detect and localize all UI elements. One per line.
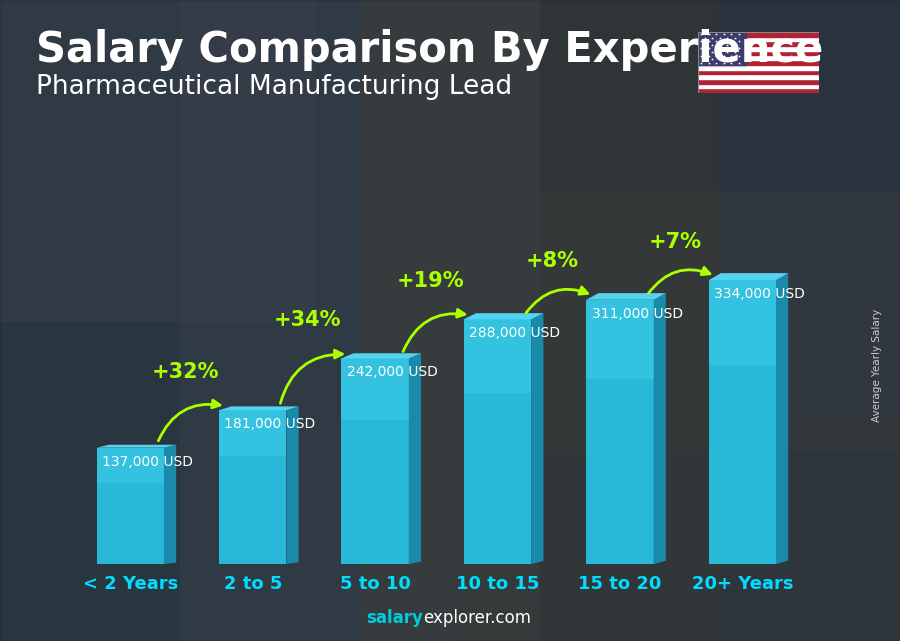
Text: 137,000 USD: 137,000 USD [102, 454, 193, 469]
Bar [698, 37, 819, 42]
Bar [698, 79, 819, 83]
Text: 334,000 USD: 334,000 USD [714, 287, 805, 301]
Bar [0, 0, 315, 320]
Text: explorer.com: explorer.com [423, 609, 531, 627]
Bar [698, 83, 819, 88]
Text: Pharmaceutical Manufacturing Lead: Pharmaceutical Manufacturing Lead [36, 74, 512, 100]
Bar [698, 32, 819, 37]
Bar [698, 65, 819, 69]
Polygon shape [409, 353, 421, 564]
Text: +19%: +19% [396, 271, 464, 291]
Text: +8%: +8% [526, 251, 579, 271]
Text: +7%: +7% [649, 232, 701, 252]
Bar [698, 51, 819, 56]
Text: 311,000 USD: 311,000 USD [591, 307, 683, 321]
Polygon shape [586, 293, 666, 300]
Bar [698, 74, 819, 79]
Polygon shape [96, 447, 164, 483]
Polygon shape [96, 445, 176, 447]
Bar [698, 69, 819, 74]
Polygon shape [219, 410, 286, 456]
Polygon shape [653, 293, 666, 564]
Polygon shape [776, 273, 788, 564]
Text: +34%: +34% [274, 310, 342, 330]
Bar [698, 56, 819, 60]
Text: 181,000 USD: 181,000 USD [224, 417, 316, 431]
Text: Salary Comparison By Experience: Salary Comparison By Experience [36, 29, 824, 71]
Bar [698, 42, 819, 46]
Polygon shape [286, 406, 299, 564]
Bar [0, 0, 180, 641]
Text: Average Yearly Salary: Average Yearly Salary [872, 309, 883, 422]
Polygon shape [708, 280, 776, 564]
Polygon shape [96, 447, 164, 564]
Polygon shape [464, 319, 531, 393]
Bar [180, 0, 360, 641]
Bar [540, 192, 900, 449]
Polygon shape [464, 319, 531, 564]
Bar [540, 0, 720, 641]
Polygon shape [341, 353, 421, 358]
Bar [360, 0, 540, 641]
Bar [698, 88, 819, 93]
Polygon shape [586, 300, 653, 379]
Polygon shape [164, 445, 176, 564]
Text: +32%: +32% [152, 362, 220, 382]
Polygon shape [708, 273, 788, 280]
Bar [698, 60, 819, 65]
Polygon shape [531, 313, 544, 564]
Polygon shape [464, 313, 544, 319]
Polygon shape [341, 358, 409, 420]
Polygon shape [219, 410, 286, 564]
Polygon shape [219, 406, 299, 410]
Text: 288,000 USD: 288,000 USD [469, 326, 561, 340]
Bar [720, 0, 900, 641]
Polygon shape [341, 358, 409, 564]
Text: 242,000 USD: 242,000 USD [346, 365, 437, 379]
Text: salary: salary [366, 609, 423, 627]
Bar [698, 46, 819, 51]
Bar [698, 32, 746, 65]
Polygon shape [708, 280, 776, 365]
Bar [450, 417, 900, 641]
Polygon shape [586, 300, 653, 564]
